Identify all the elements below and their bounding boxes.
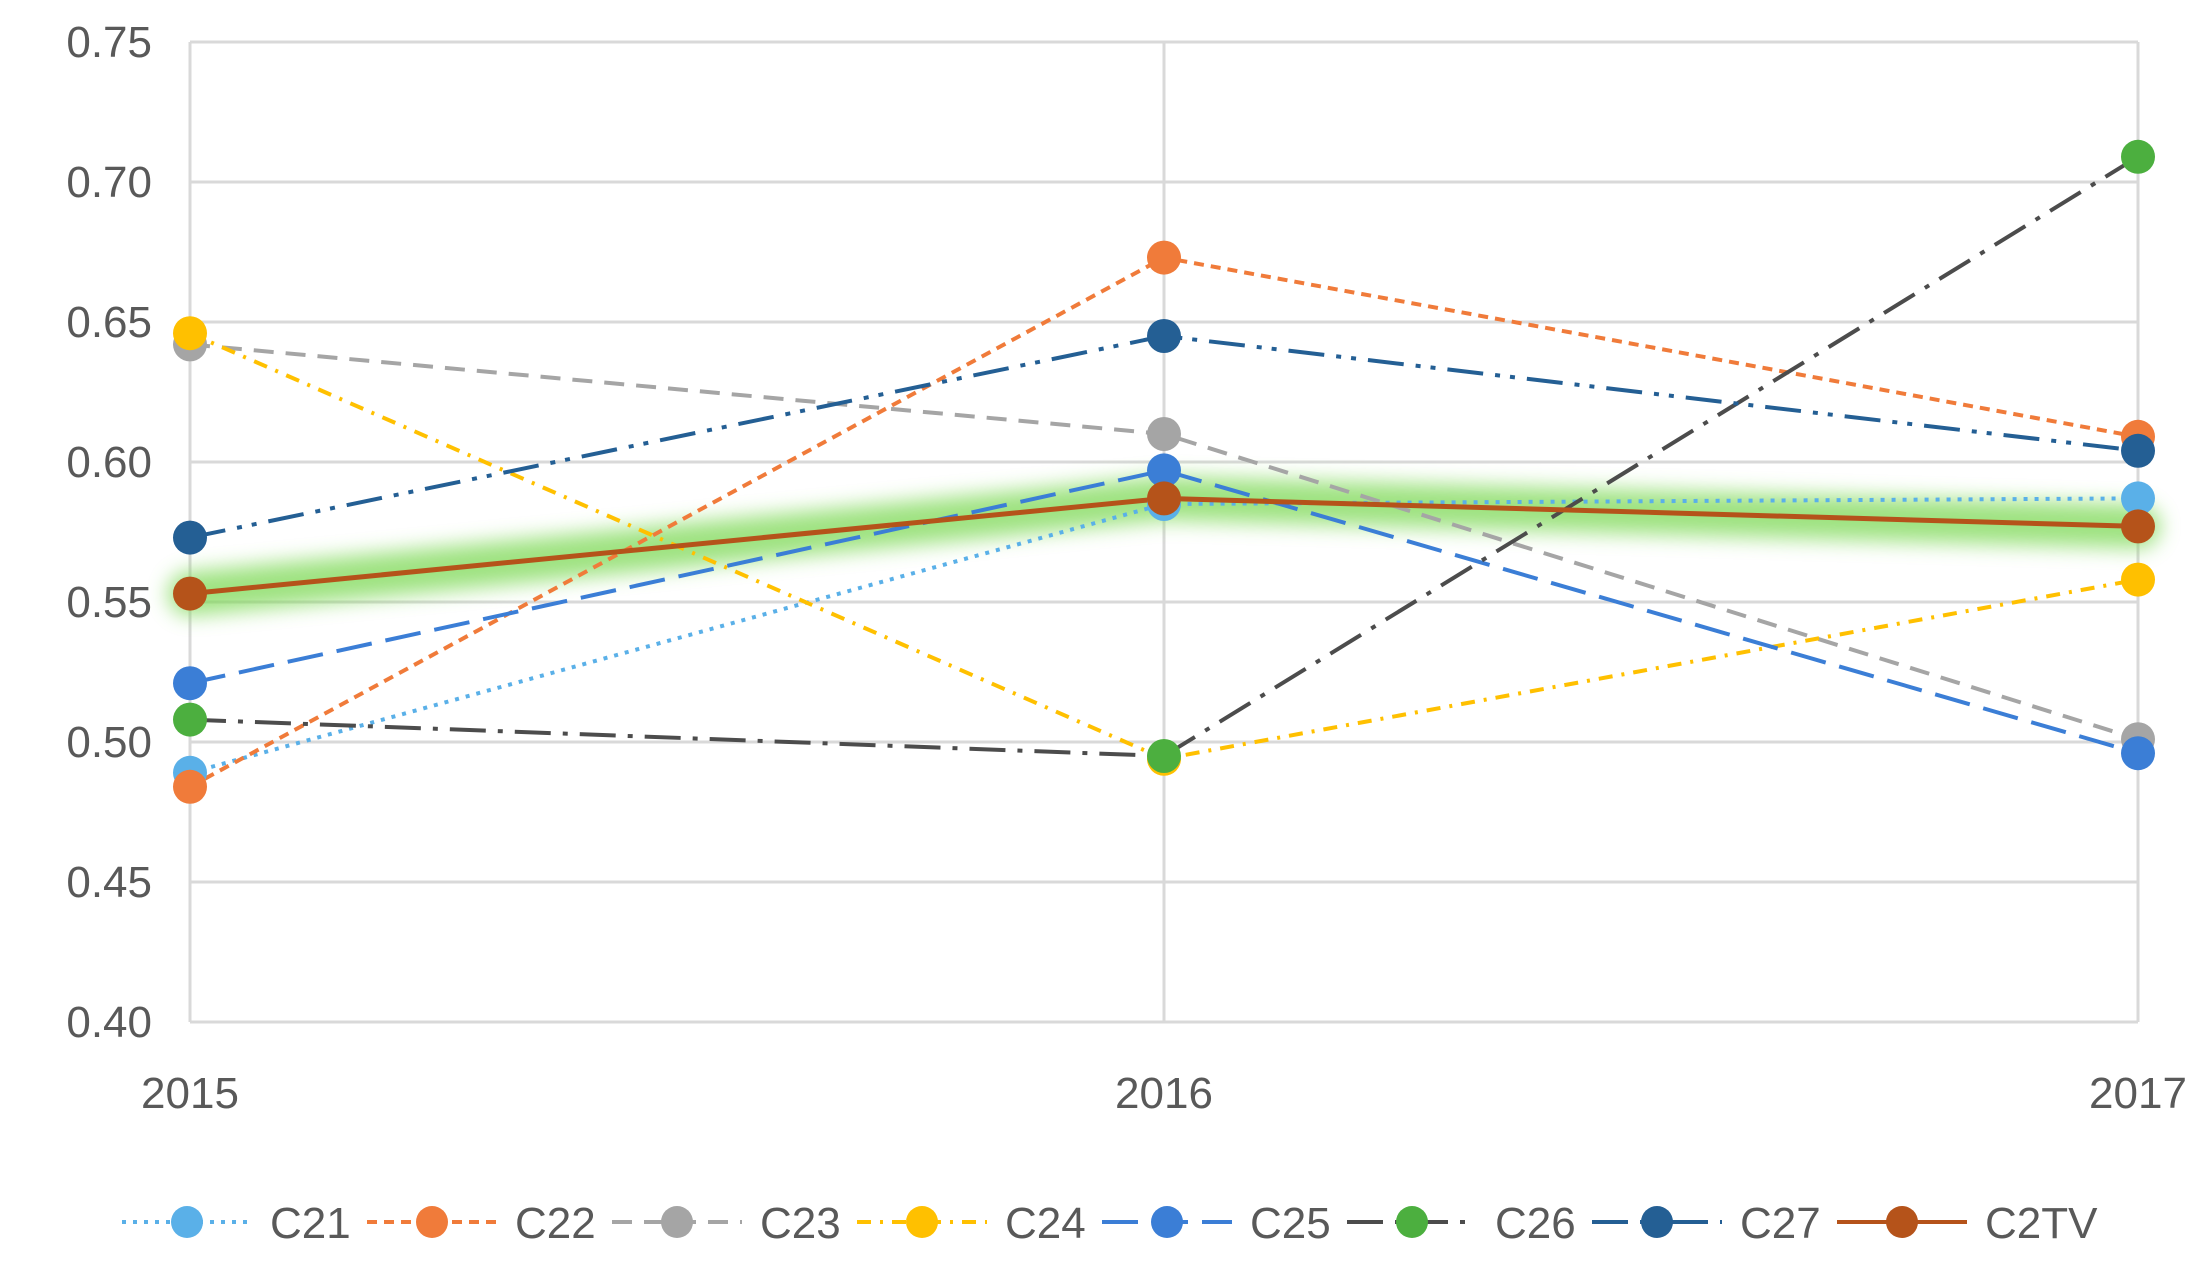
legend-label: C27 (1740, 1199, 1821, 1248)
data-point-c25-2016 (1147, 453, 1181, 488)
y-tick-label: 0.40 (66, 998, 152, 1047)
data-point-c27-2015 (173, 520, 207, 555)
legend-item-c2tv: C2TV (1837, 1199, 2098, 1248)
legend-item-c25: C25 (1102, 1199, 1331, 1248)
data-point-c22-2015 (173, 769, 207, 804)
x-tick-label: 2015 (141, 1069, 239, 1118)
data-point-c27-2017 (2121, 433, 2155, 468)
legend-item-c26: C26 (1347, 1199, 1576, 1248)
y-tick-label: 0.75 (66, 18, 152, 67)
data-point-c27-2016 (1147, 319, 1181, 353)
legend-marker-c23 (661, 1206, 693, 1238)
legend-marker-c27 (1641, 1206, 1673, 1238)
legend-label: C26 (1495, 1199, 1576, 1248)
series-markers-c25 (173, 453, 2155, 771)
legend-marker-c26 (1396, 1206, 1428, 1238)
y-tick-label: 0.70 (66, 158, 152, 207)
data-point-c2tv-2017 (2121, 509, 2155, 544)
y-tick-label: 0.50 (66, 718, 152, 767)
data-point-c24-2015 (173, 316, 207, 351)
data-point-c26-2017 (2121, 139, 2155, 174)
legend-marker-c22 (416, 1206, 448, 1238)
y-tick-label: 0.65 (66, 298, 152, 347)
legend-label: C23 (760, 1199, 841, 1248)
series-line-c25 (189, 468, 2139, 756)
data-point-c22-2016 (1147, 240, 1181, 275)
legend-marker-c25 (1151, 1206, 1183, 1238)
legend-marker-c24 (906, 1206, 938, 1238)
legend-item-c22: C22 (367, 1199, 596, 1248)
legend-item-c27: C27 (1592, 1199, 1821, 1248)
legend-item-c23: C23 (612, 1199, 841, 1248)
data-point-c24-2017 (2121, 562, 2155, 597)
data-point-c25-2017 (2121, 736, 2155, 771)
legend-marker-c21 (171, 1206, 203, 1238)
data-point-c21-2017 (2121, 481, 2155, 516)
y-tick-label: 0.55 (66, 578, 152, 627)
series-markers-c27 (173, 319, 2155, 555)
series-markers-c2tv (173, 481, 2155, 611)
x-tick-label: 2016 (1115, 1069, 1213, 1118)
axes: 0.40 0.45 0.50 0.55 0.60 0.65 0.70 0.75 2015 2016… (66, 18, 2187, 1118)
legend-label: C25 (1250, 1199, 1331, 1248)
legend-label: C2TV (1985, 1199, 2098, 1248)
legend-label: C21 (270, 1199, 351, 1248)
data-point-c26-2015 (173, 702, 207, 737)
legend-marker-c2tv (1886, 1206, 1918, 1238)
legend-item-c21: C21 (122, 1199, 351, 1248)
x-tick-label: 2017 (2089, 1069, 2187, 1118)
data-point-c26-2016 (1147, 739, 1181, 773)
y-tick-label: 0.60 (66, 438, 152, 487)
legend: C21 C22 C23 C24 C25 C26 C27 C2TV (122, 1199, 2098, 1248)
legend-label: C22 (515, 1199, 596, 1248)
data-point-c2tv-2015 (173, 576, 207, 611)
legend-label: C24 (1005, 1199, 1086, 1248)
series-lines (168, 139, 2160, 804)
y-tick-label: 0.45 (66, 858, 152, 907)
data-point-c25-2015 (173, 666, 207, 701)
series-markers-c26 (173, 139, 2155, 773)
legend-item-c24: C24 (857, 1199, 1086, 1248)
data-point-c23-2016 (1147, 417, 1181, 451)
data-point-c2tv-2016 (1147, 481, 1181, 516)
series-c25 (189, 468, 2139, 756)
